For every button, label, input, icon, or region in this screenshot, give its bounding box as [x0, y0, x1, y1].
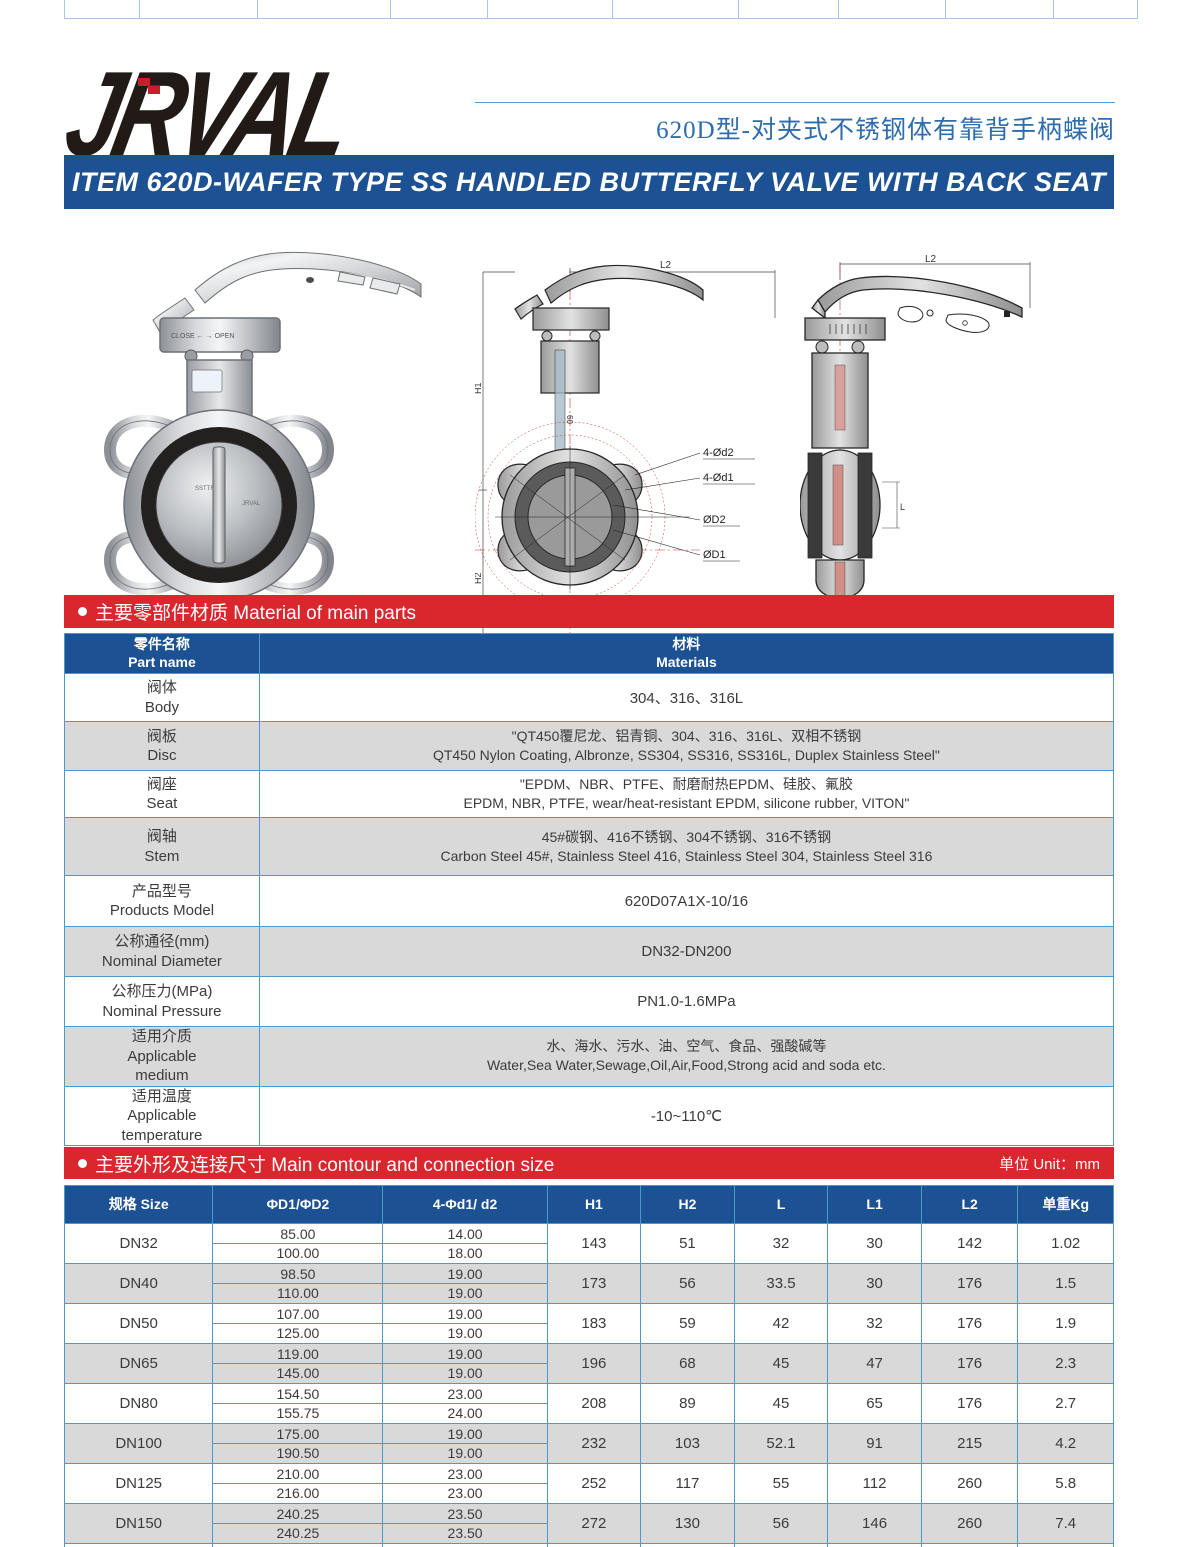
svg-text:ØD1: ØD1	[703, 549, 726, 561]
svg-text:L: L	[900, 502, 905, 512]
svg-text:4-Ød1: 4-Ød1	[703, 472, 734, 484]
svg-text:60: 60	[565, 415, 574, 424]
svg-text:JRVAL: JRVAL	[242, 501, 261, 507]
svg-text:H1: H1	[475, 382, 483, 394]
svg-text:SSTTF: SSTTF	[195, 486, 214, 492]
svg-text:CLOSE ← → OPEN: CLOSE ← → OPEN	[171, 333, 234, 340]
svg-text:ØD2: ØD2	[703, 514, 726, 526]
svg-text:4-Ød2: 4-Ød2	[703, 447, 734, 459]
svg-text:L2: L2	[660, 260, 672, 271]
svg-text:L2: L2	[925, 254, 937, 265]
svg-text:H2: H2	[475, 572, 483, 584]
